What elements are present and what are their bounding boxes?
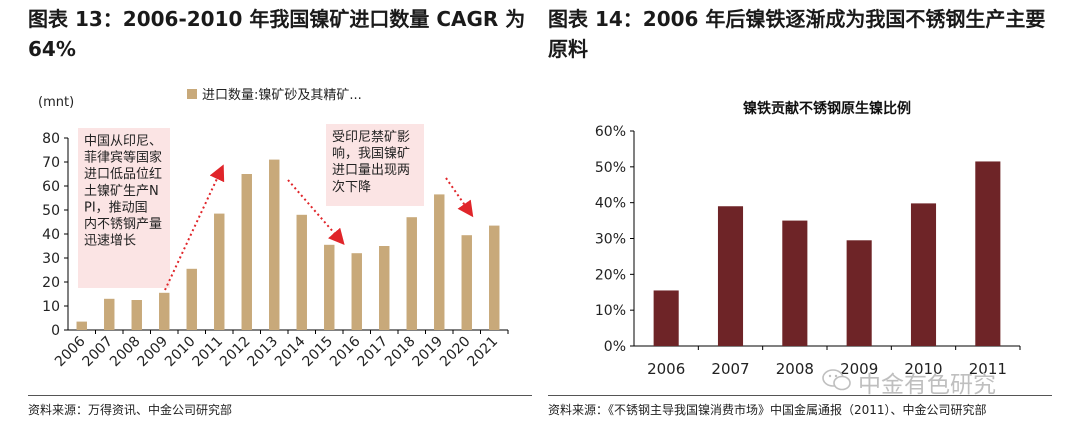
left-annotation-ban-line: 受印尼禁矿影 [332, 130, 410, 145]
left-y-tick-label: 20 [42, 275, 60, 291]
left-y-tick-label: 30 [42, 251, 60, 267]
left-x-tick-label: 2007 [80, 334, 117, 371]
left-x-tick-label: 2012 [217, 334, 254, 371]
left-drop-arrow-2 [445, 177, 474, 218]
left-bar [434, 194, 445, 330]
left-source: 资料来源：万得资讯、中金公司研究部 [28, 403, 233, 417]
left-annotation-ban-line: 进口量出现两 [332, 163, 410, 178]
left-x-tick-label: 2019 [410, 334, 447, 371]
left-y-tick-label: 0 [51, 323, 60, 339]
left-bar [186, 268, 197, 330]
right-bar [910, 203, 937, 346]
right-bar [717, 206, 744, 346]
right-bar [846, 240, 872, 346]
watermark-text: 中金有色研究 [858, 372, 996, 398]
right-bar [653, 290, 679, 346]
left-annotation-npi-line: 菲律宾等国家 [84, 150, 162, 166]
right-x-tick-label: 2010 [904, 360, 942, 378]
left-x-tick-label: 2016 [327, 333, 364, 370]
left-annotation-npi-line: 土镍矿生产N [84, 184, 159, 199]
left-bar [269, 159, 280, 330]
left-bar [379, 246, 390, 330]
right-x-tick-label: 2009 [840, 360, 878, 378]
left-bar [296, 214, 307, 330]
left-x-tick-label: 2015 [300, 334, 337, 371]
left-annotation-ban-line: 响，我国镍矿 [332, 146, 410, 162]
right-x-tick-label: 2008 [776, 360, 814, 378]
left-y-tick-label: 10 [42, 299, 60, 315]
right-y-tick-label: 30% [595, 232, 626, 248]
left-x-tick-label: 2011 [190, 334, 227, 371]
left-x-tick-label: 2021 [465, 334, 502, 371]
right-x-tick-label: 2011 [969, 360, 1007, 378]
right-bar [782, 220, 808, 346]
right-y-tick-label: 10% [595, 303, 626, 319]
left-annotation-ban-line: 次下降 [332, 179, 371, 195]
left-annotation-npi-line: 迅速增长 [84, 234, 136, 249]
left-y-tick-label: 70 [42, 155, 60, 171]
left-bar [104, 298, 115, 330]
left-legend-label: 进口数量:镍矿砂及其精矿... [202, 88, 362, 103]
left-x-tick-label: 2018 [382, 334, 419, 371]
left-annotation-npi-box [78, 128, 170, 288]
right-chart-title: 镍铁贡献不锈钢原生镍比例 [743, 100, 911, 117]
left-x-tick-label: 2020 [437, 334, 474, 371]
right-bar [975, 161, 1001, 346]
left-annotation-npi-line: 中国从印尼、 [84, 134, 162, 149]
right-y-tick-label: 50% [595, 160, 626, 176]
right-y-tick-label: 0% [604, 339, 626, 355]
left-chart-heading: 图表 13：2006-2010 年我国镍矿进口数量 CAGR 为 64% [28, 7, 526, 61]
left-bar [489, 225, 500, 330]
left-annotation-ban-box [326, 124, 424, 206]
right-source: 资料来源：《不锈钢主导我国镍消费市场》中国金属通报（2011）、中金公司研究部 [548, 403, 987, 417]
left-bar [159, 292, 170, 330]
left-bar [406, 217, 417, 330]
left-bar [461, 235, 472, 330]
left-annotation-npi-line: 进口低品位红 [84, 166, 162, 182]
left-drop-arrow-1 [287, 179, 345, 246]
left-bar [241, 174, 252, 330]
left-bar [324, 244, 335, 330]
right-y-tick-label: 60% [595, 124, 626, 140]
right-divider [548, 395, 1052, 396]
left-y-tick-label: 40 [42, 227, 60, 243]
left-bar [131, 300, 142, 330]
left-legend-swatch [187, 89, 197, 99]
left-y-tick-label: 60 [42, 179, 60, 195]
left-x-tick-label: 2014 [272, 333, 309, 370]
left-x-tick-label: 2010 [162, 334, 199, 371]
left-x-tick-label: 2017 [355, 334, 392, 371]
right-y-tick-label: 40% [595, 196, 626, 212]
left-y-tick-label: 80 [42, 131, 60, 147]
left-x-tick-label: 2008 [107, 334, 144, 371]
left-divider [28, 395, 532, 396]
left-x-tick-label: 2013 [245, 334, 282, 371]
right-x-tick-label: 2007 [711, 360, 749, 378]
left-annotation-npi-line: 内不锈钢产量 [84, 216, 162, 232]
right-x-tick-label: 2006 [647, 360, 685, 378]
left-unit-label: (mnt) [38, 95, 74, 110]
left-bar [214, 213, 225, 330]
left-bar [76, 321, 87, 330]
left-x-tick-label: 2009 [135, 334, 172, 371]
left-annotation-npi-line: PI，推动国 [84, 200, 148, 215]
right-chart-heading: 图表 14：2006 年后镍铁逐渐成为我国不锈钢生产主要原料 [548, 7, 1046, 61]
left-bar [351, 253, 362, 330]
right-y-tick-label: 20% [595, 267, 626, 283]
wechat-icon [822, 369, 851, 391]
left-y-tick-label: 50 [42, 203, 60, 219]
